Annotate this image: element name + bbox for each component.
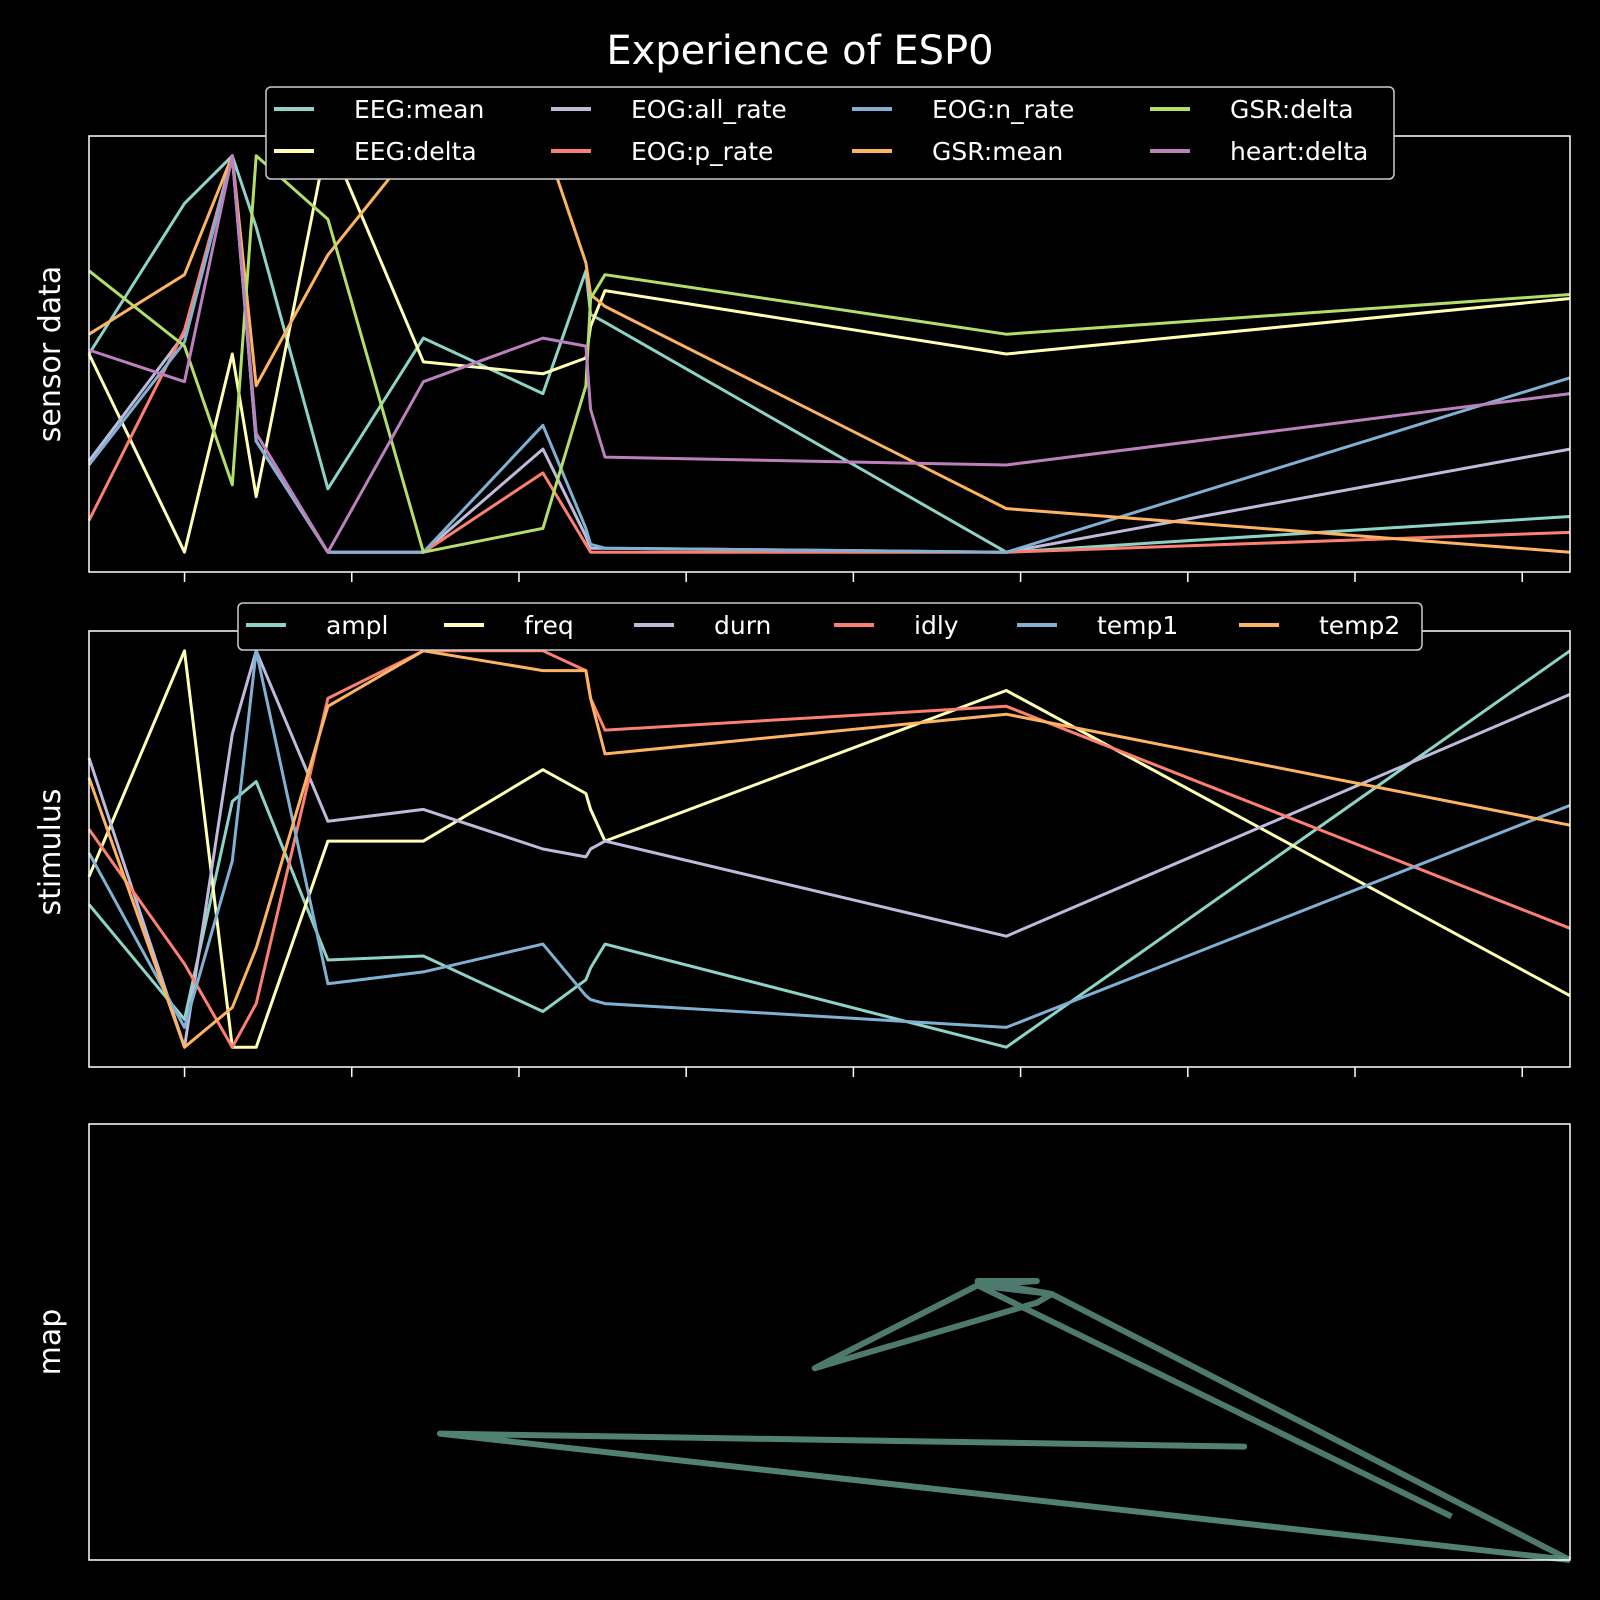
series-line-eeg-mean (87, 154, 1571, 554)
series-line-gsr-delta (88, 154, 1571, 554)
legend-label-durn: durn (714, 611, 771, 640)
series-line-temp2 (87, 649, 1571, 1049)
stimulus-panel: stimulus ampl freq durn idly temp1 temp2 (33, 602, 1571, 1077)
map-trajectory-segment (811, 1278, 1572, 1563)
legend-label-gsr-mean: GSR:mean (932, 137, 1063, 166)
legend-label-eog-n-rate: EOG:n_rate (932, 95, 1074, 124)
series-line-eeg-delta (87, 134, 1571, 554)
legend-label-freq: freq (524, 611, 574, 640)
stimulus-ylabel: stimulus (33, 789, 68, 916)
sensor-data-panel: sensor data EEG:mean EEG:delta EOG:all_rat… (33, 86, 1571, 582)
series-line-temp1 (87, 649, 1571, 1029)
legend-label-eeg-mean: EEG:mean (354, 95, 484, 124)
legend-label-temp1: temp1 (1097, 611, 1178, 640)
series-line-freq (87, 649, 1571, 1049)
series-line-durn (87, 649, 1571, 1049)
sensor-data-x-ticks (183, 572, 1523, 582)
map-panel: map (33, 1123, 1572, 1563)
series-line-ampl (87, 649, 1571, 1049)
map-ylabel: map (33, 1309, 68, 1376)
sensor-data-ylabel: sensor data (33, 266, 68, 443)
stimulus-lines (87, 649, 1571, 1049)
legend-label-gsr-delta: GSR:delta (1230, 95, 1354, 124)
legend-label-eog-p-rate: EOG:p_rate (631, 137, 773, 166)
sensor-data-legend: EEG:mean EEG:delta EOG:all_rate EOG:p_rate E… (265, 86, 1395, 180)
legend-label-idly: idly (914, 611, 959, 640)
stimulus-x-ticks (183, 1067, 1523, 1077)
sensor-data-legend-box (265, 86, 1395, 180)
stimulus-legend-box (237, 602, 1423, 651)
legend-label-eog-all-rate: EOG:all_rate (631, 95, 787, 124)
legend-label-eeg-delta: EEG:delta (354, 137, 477, 166)
legend-label-heart-delta: heart:delta (1230, 137, 1368, 166)
legend-label-temp2: temp2 (1319, 611, 1400, 640)
figure-title: Experience of ESP0 (606, 28, 993, 74)
map-lines (437, 1278, 1572, 1563)
map-axes-frame (88, 1123, 1571, 1561)
map-trajectory-line (437, 1430, 1571, 1563)
stimulus-legend: ampl freq durn idly temp1 temp2 (237, 602, 1423, 651)
series-line-idly (87, 649, 1571, 1049)
legend-label-ampl: ampl (326, 611, 389, 640)
series-line-heart-delta (88, 154, 1571, 554)
